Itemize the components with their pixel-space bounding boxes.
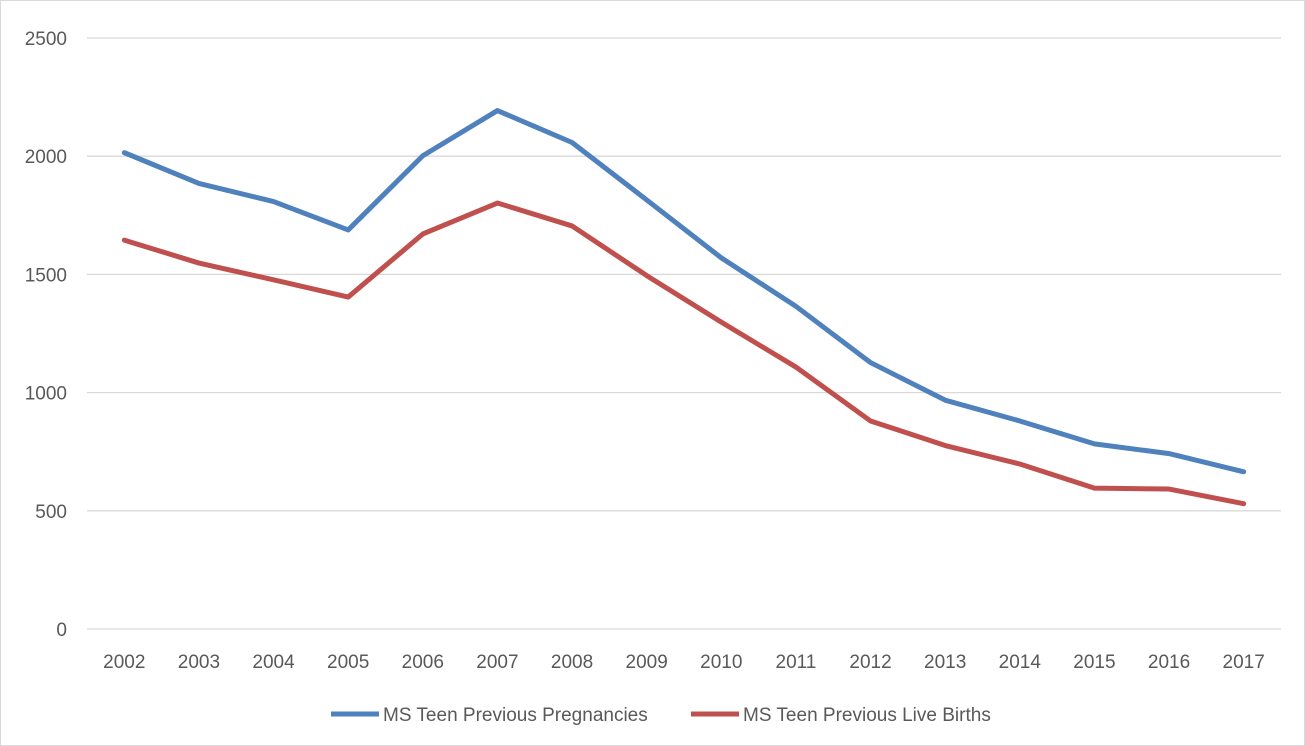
data-point: [273, 201, 275, 203]
data-point: [795, 366, 797, 368]
legend-label-2: MS Teen Previous Live Births: [743, 705, 991, 726]
data-point: [720, 321, 722, 323]
data-point: [1093, 443, 1095, 445]
y-tick-label: 1000: [25, 384, 67, 405]
data-point: [870, 362, 872, 364]
data-point: [496, 202, 498, 204]
x-tick-label: 2017: [1223, 652, 1265, 673]
data-point: [422, 155, 424, 157]
x-tick-label: 2007: [476, 652, 518, 673]
data-point: [273, 279, 275, 281]
x-tick-label: 2015: [1073, 652, 1115, 673]
x-tick-label: 2004: [252, 652, 295, 673]
data-point: [1019, 420, 1021, 422]
x-tick-label: 2013: [924, 652, 966, 673]
x-tick-label: 2010: [700, 652, 742, 673]
data-point: [1019, 463, 1021, 465]
data-point: [1243, 503, 1245, 505]
x-tick-label: 2006: [402, 652, 444, 673]
y-tick-label: 500: [35, 502, 67, 523]
series-lines: [121, 108, 1247, 507]
x-tick-label: 2005: [327, 652, 369, 673]
data-point: [198, 182, 200, 184]
y-tick-label: 2000: [25, 147, 67, 168]
data-point: [571, 225, 573, 227]
gridlines: [87, 37, 1281, 630]
data-point: [347, 296, 349, 298]
x-tick-label: 2016: [1148, 652, 1190, 673]
legend: MS Teen Previous Pregnancies MS Teen Prev…: [331, 705, 991, 726]
x-axis-ticks: 2002 2003 2004 2005 2006 2007 2008 2009 2010 2011…: [103, 652, 1265, 673]
y-tick-label: 1500: [25, 265, 67, 286]
x-tick-label: 2014: [999, 652, 1042, 673]
x-tick-label: 2002: [103, 652, 145, 673]
x-tick-label: 2008: [551, 652, 593, 673]
legend-label-1: MS Teen Previous Pregnancies: [383, 705, 648, 726]
data-point: [1168, 488, 1170, 490]
data-point: [944, 399, 946, 401]
series-line-1: [121, 108, 1247, 475]
data-point: [347, 229, 349, 231]
data-point: [870, 420, 872, 422]
x-tick-label: 2011: [776, 652, 817, 673]
x-tick-label: 2003: [178, 652, 220, 673]
data-point: [1093, 487, 1095, 489]
data-point: [123, 239, 125, 241]
y-axis-ticks: 0 500 1000 1500 2000 2500: [25, 29, 67, 641]
data-point: [720, 257, 722, 259]
data-point: [422, 233, 424, 235]
data-point: [571, 141, 573, 143]
data-point: [1243, 471, 1245, 473]
y-tick-label: 0: [56, 620, 67, 641]
data-point: [1168, 453, 1170, 455]
x-tick-label: 2012: [849, 652, 891, 673]
data-point: [944, 445, 946, 447]
x-tick-label: 2009: [626, 652, 668, 673]
data-point: [198, 262, 200, 264]
data-point: [795, 305, 797, 307]
data-point: [646, 275, 648, 277]
data-point: [123, 152, 125, 154]
data-point: [496, 110, 498, 112]
y-tick-label: 2500: [25, 29, 67, 50]
data-point: [646, 199, 648, 201]
series-line-2: [121, 200, 1247, 507]
